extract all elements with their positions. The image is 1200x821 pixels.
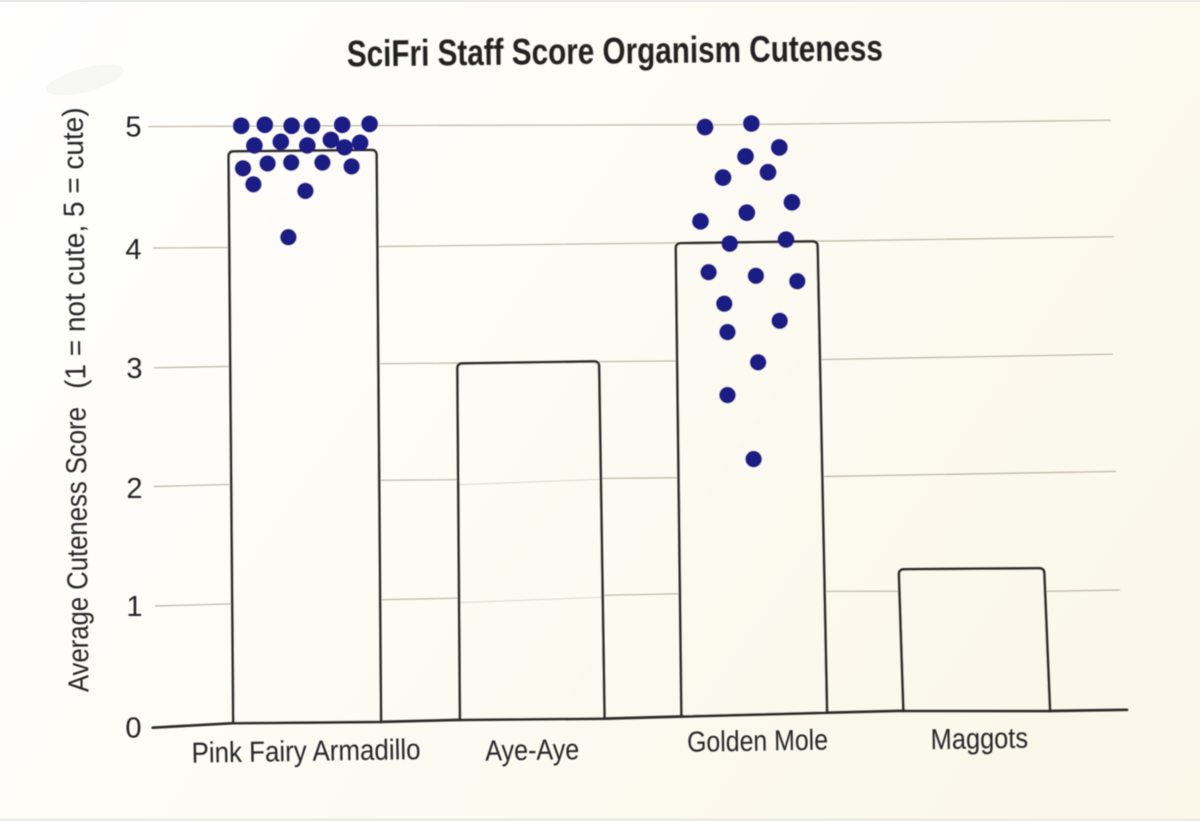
svg-text:Maggots: Maggots	[930, 723, 1028, 757]
svg-text:1: 1	[126, 591, 142, 623]
svg-text:3: 3	[126, 353, 142, 385]
svg-text:Golden Mole: Golden Mole	[687, 725, 828, 759]
svg-text:(1 = not cute, 5 = cute): (1 = not cute, 5 = cute)	[58, 107, 93, 389]
svg-text:5: 5	[125, 111, 141, 143]
svg-text:0: 0	[125, 712, 141, 744]
svg-text:4: 4	[125, 234, 141, 266]
svg-text:Average Cuteness Score: Average Cuteness Score	[61, 407, 96, 692]
svg-text:Aye-Aye: Aye-Aye	[485, 734, 579, 767]
svg-text:2: 2	[126, 473, 142, 505]
svg-text:Pink Fairy Armadillo: Pink Fairy Armadillo	[191, 734, 420, 770]
svg-text:SciFri Staff Score Organism Cu: SciFri Staff Score Organism Cuteness	[347, 27, 883, 74]
